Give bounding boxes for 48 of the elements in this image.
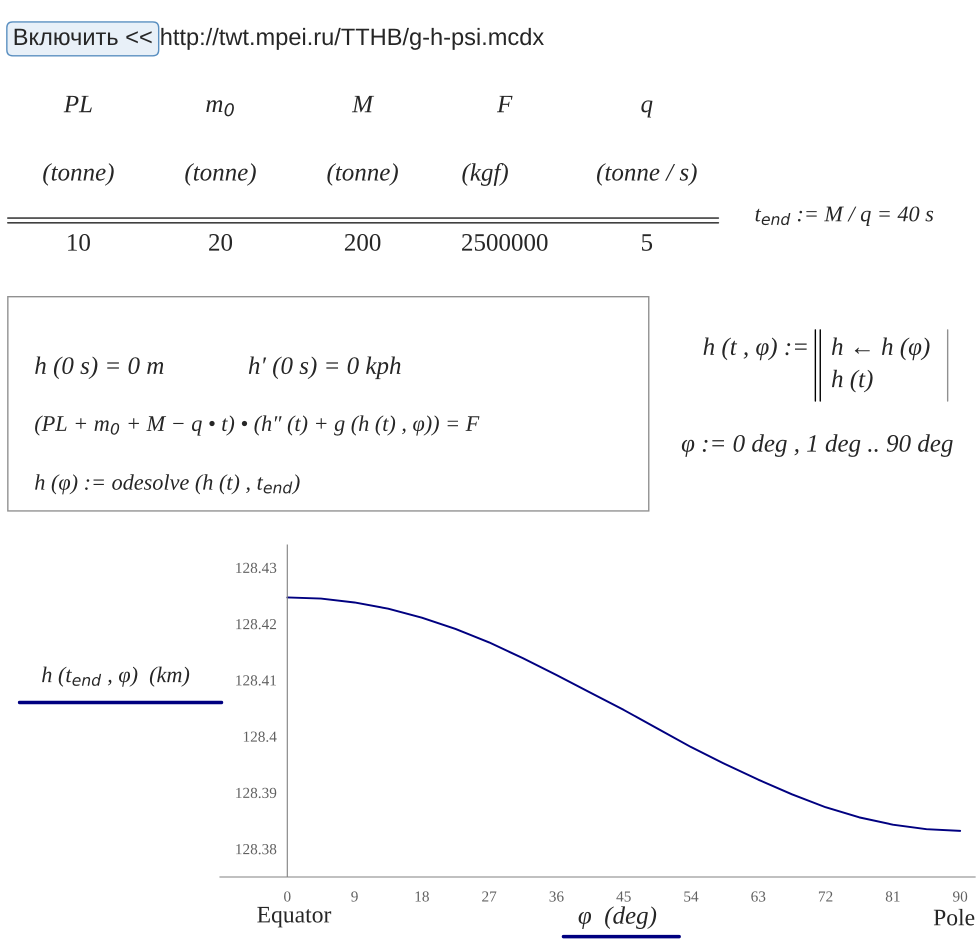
text: 20 [209,234,232,251]
text: h (0 s) = 0 m [35,356,164,380]
x-tick-label: 0 [284,891,291,902]
text: M [352,96,374,112]
text: 5 [642,234,652,251]
text: 10 [68,234,90,251]
x-tick-label: 90 [953,891,968,902]
x-tick-label: 72 [818,891,832,902]
text: (tonne) [327,163,398,186]
x-tick-label: 45 [616,891,631,902]
y-tick-label: 128.4 [244,732,277,742]
text: h′ (0 s) = 0 kph [248,356,400,380]
text: (kgf) [462,162,508,186]
line-series [286,596,962,832]
y-tick-label: 128.39 [236,788,276,798]
text: q [641,100,652,118]
x-tick-label: 36 [550,891,564,902]
x-tick-label: 27 [482,891,496,902]
text: m$_{0}$ [206,100,234,116]
y-tick-label: 128.42 [236,618,276,630]
x-tick-label: 81 [886,891,900,902]
x-axis-title: φ (deg) [578,906,656,929]
x-tick-label: 18 [416,891,429,902]
text: 200 [344,234,380,251]
x-tick-label: 63 [751,891,766,902]
text: h (t) [832,370,873,392]
text: φ := 0 deg , 1 deg .. 90 deg [682,434,953,457]
text: h ← h (φ) [832,338,930,360]
text: F [496,96,513,112]
text: (tonne) [43,163,114,186]
y-tick-label: 128.43 [236,562,276,574]
text: h (t , φ) := [704,338,807,360]
x-tick-label: 54 [684,891,698,902]
text: 2500000 [462,234,548,251]
text: Pole [934,908,974,926]
text: http://twt.mpei.ru/TTHB/g-h-psi.mcdx [161,28,544,50]
text: t$_{end}$ := M / q = 40 s [756,206,934,226]
y-tick-label: 128.41 [236,675,276,686]
y-axis-title: h (t$_{end}$ , φ) (km) [42,666,190,687]
x-tick-label: 9 [351,891,358,902]
text: (tonne / s) [596,163,697,186]
text: Equator [257,906,332,928]
text: (PL + m$_{0}$ + M − q • t) • (h″ (t) + g (h (t) , φ)) = F [35,415,480,436]
y-tick-label: 128.38 [236,844,276,854]
text: PL [64,96,92,112]
text: h (φ) := odesolve (h (t) , t$_{end}$) [35,474,300,494]
text: Включить << [14,28,152,46]
text: (tonne) [185,163,256,186]
